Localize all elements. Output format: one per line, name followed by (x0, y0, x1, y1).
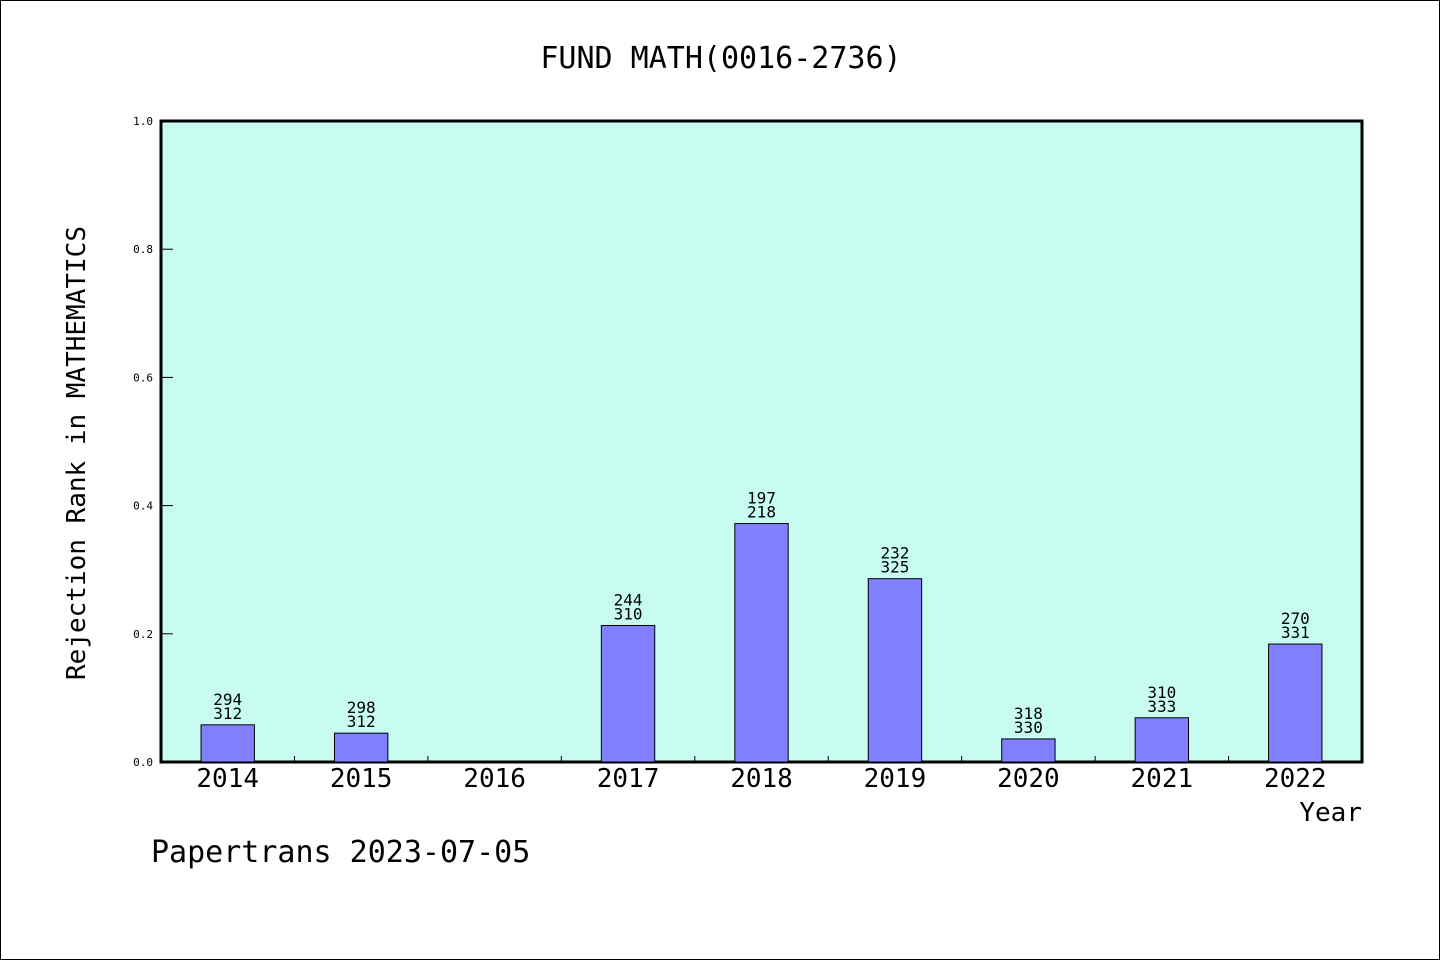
bar-2021 (1134, 717, 1190, 763)
bar-2019 (867, 578, 923, 763)
bar-label-bottom-2020: 330 (1014, 718, 1043, 737)
x-axis-ticks (293, 756, 1230, 762)
x-tick-label-2014: 2014 (196, 764, 259, 794)
y-tick-label: 1.0 (133, 115, 153, 128)
bar-label-top-2015: 298 (347, 698, 376, 717)
x-tick-label-2022: 2022 (1264, 764, 1327, 794)
x-axis-label: Year (1299, 798, 1362, 828)
footer-watermark: Papertrans 2023-07-05 (151, 835, 531, 870)
bar-label-top-2014: 294 (213, 690, 242, 709)
y-tick-label: 0.6 (133, 371, 153, 384)
bar-label-top-2021: 310 (1147, 683, 1176, 702)
bar-2015 (333, 732, 389, 763)
x-tick-label-2019: 2019 (864, 764, 927, 794)
x-tick-labels: 2014 2015 2016 2017 2018 2019 2020 2021 2022 (196, 764, 1326, 794)
bar-label-top-2019: 232 (880, 544, 909, 563)
bar-label-bottom-2017: 310 (614, 604, 643, 623)
bar-label-bottom-2018: 218 (747, 503, 776, 522)
x-tick-label-2015: 2015 (330, 764, 393, 794)
x-tick-label-2021: 2021 (1131, 764, 1194, 794)
x-tick-label-2016: 2016 (463, 764, 526, 794)
y-axis-label: Rejection Rank in MATHEMATICS (62, 226, 92, 680)
y-tick-label: 0.0 (133, 756, 153, 769)
bar-2017 (600, 624, 656, 763)
y-axis-ticks: 0.0 0.2 0.4 0.6 0.8 1.0 (133, 115, 173, 769)
bar-label-top-2018: 197 (747, 489, 776, 508)
bar-label-bottom-2019: 325 (880, 558, 909, 577)
bar-2020 (1001, 738, 1056, 763)
bar-2014 (200, 724, 255, 763)
x-tick-label-2020: 2020 (997, 764, 1060, 794)
bar-label-bottom-2014: 312 (213, 704, 242, 723)
bar-label-bottom-2015: 312 (347, 712, 376, 731)
bar-label-bottom-2022: 331 (1281, 623, 1310, 642)
y-tick-label: 0.4 (133, 500, 153, 513)
bar-label-top-2022: 270 (1281, 609, 1310, 628)
x-tick-label-2018: 2018 (730, 764, 793, 794)
bar-label-top-2017: 244 (614, 590, 643, 609)
chart-title: FUND MATH(0016-2736) (540, 41, 901, 76)
bar-label-top-2020: 318 (1014, 704, 1043, 723)
bar-2022 (1268, 643, 1323, 763)
y-tick-label: 0.2 (133, 628, 153, 641)
bar-label-bottom-2021: 333 (1147, 697, 1176, 716)
bar-2018 (734, 523, 789, 763)
x-tick-label-2017: 2017 (597, 764, 660, 794)
y-tick-label: 0.8 (133, 243, 153, 256)
